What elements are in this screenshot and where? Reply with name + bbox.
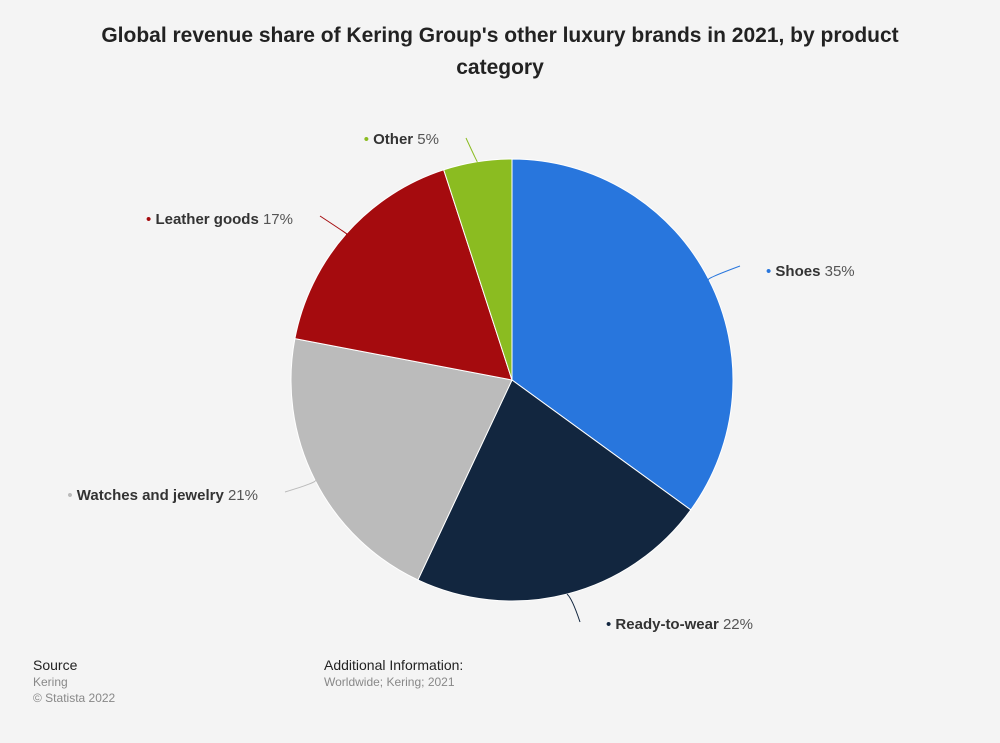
connector-other — [465, 137, 478, 163]
slice-label-value: 35% — [820, 263, 854, 280]
label-connectors — [284, 137, 741, 623]
slice-label-name: Ready-to-wear — [615, 616, 719, 633]
slice-label-shoes: • Shoes 35% — [766, 263, 855, 280]
slice-label-value: 5% — [413, 131, 439, 148]
source-block: Source Kering © Statista 2022 — [33, 657, 115, 706]
slice-labels: • Shoes 35%• Ready-to-wear 22%• Watches … — [67, 131, 854, 633]
slice-label-name: Other — [373, 131, 413, 148]
slice-label-name: Watches and jewelry — [77, 487, 225, 504]
legend-bullet: • — [146, 211, 155, 228]
connector-shoes — [708, 265, 741, 281]
legend-bullet: • — [364, 131, 373, 148]
chart-title: Global revenue share of Kering Group's o… — [101, 24, 899, 79]
pie-slices — [290, 158, 734, 602]
additional-info-block: Additional Information: Worldwide; Kerin… — [324, 657, 463, 690]
copyright-text[interactable]: © Statista 2022 — [33, 691, 116, 705]
additional-info-heading: Additional Information: — [324, 657, 464, 673]
slice-label-value: 21% — [224, 487, 258, 504]
pie-slice-shoes[interactable] — [511, 158, 734, 511]
slice-label-other: • Other 5% — [364, 131, 439, 148]
slice-label-ready-to-wear: • Ready-to-wear 22% — [606, 616, 753, 633]
additional-info-text: Worldwide; Kering; 2021 — [324, 675, 455, 689]
source-heading: Source — [33, 657, 78, 673]
connector-watches-and-jewelry — [284, 479, 316, 493]
slice-label-name: Shoes — [775, 263, 820, 280]
slice-label-value: 17% — [259, 211, 293, 228]
slice-label-name: Leather goods — [155, 211, 258, 228]
legend-bullet: • — [766, 263, 775, 280]
connector-ready-to-wear — [566, 593, 581, 623]
source-name[interactable]: Kering — [33, 675, 68, 689]
legend-bullet: • — [67, 487, 76, 504]
slice-label-watches-and-jewelry: • Watches and jewelry 21% — [67, 487, 258, 504]
slice-label-leather-goods: • Leather goods 17% — [146, 211, 293, 228]
slice-label-value: 22% — [719, 616, 753, 633]
legend-bullet: • — [606, 616, 615, 633]
connector-leather-goods — [319, 215, 348, 235]
